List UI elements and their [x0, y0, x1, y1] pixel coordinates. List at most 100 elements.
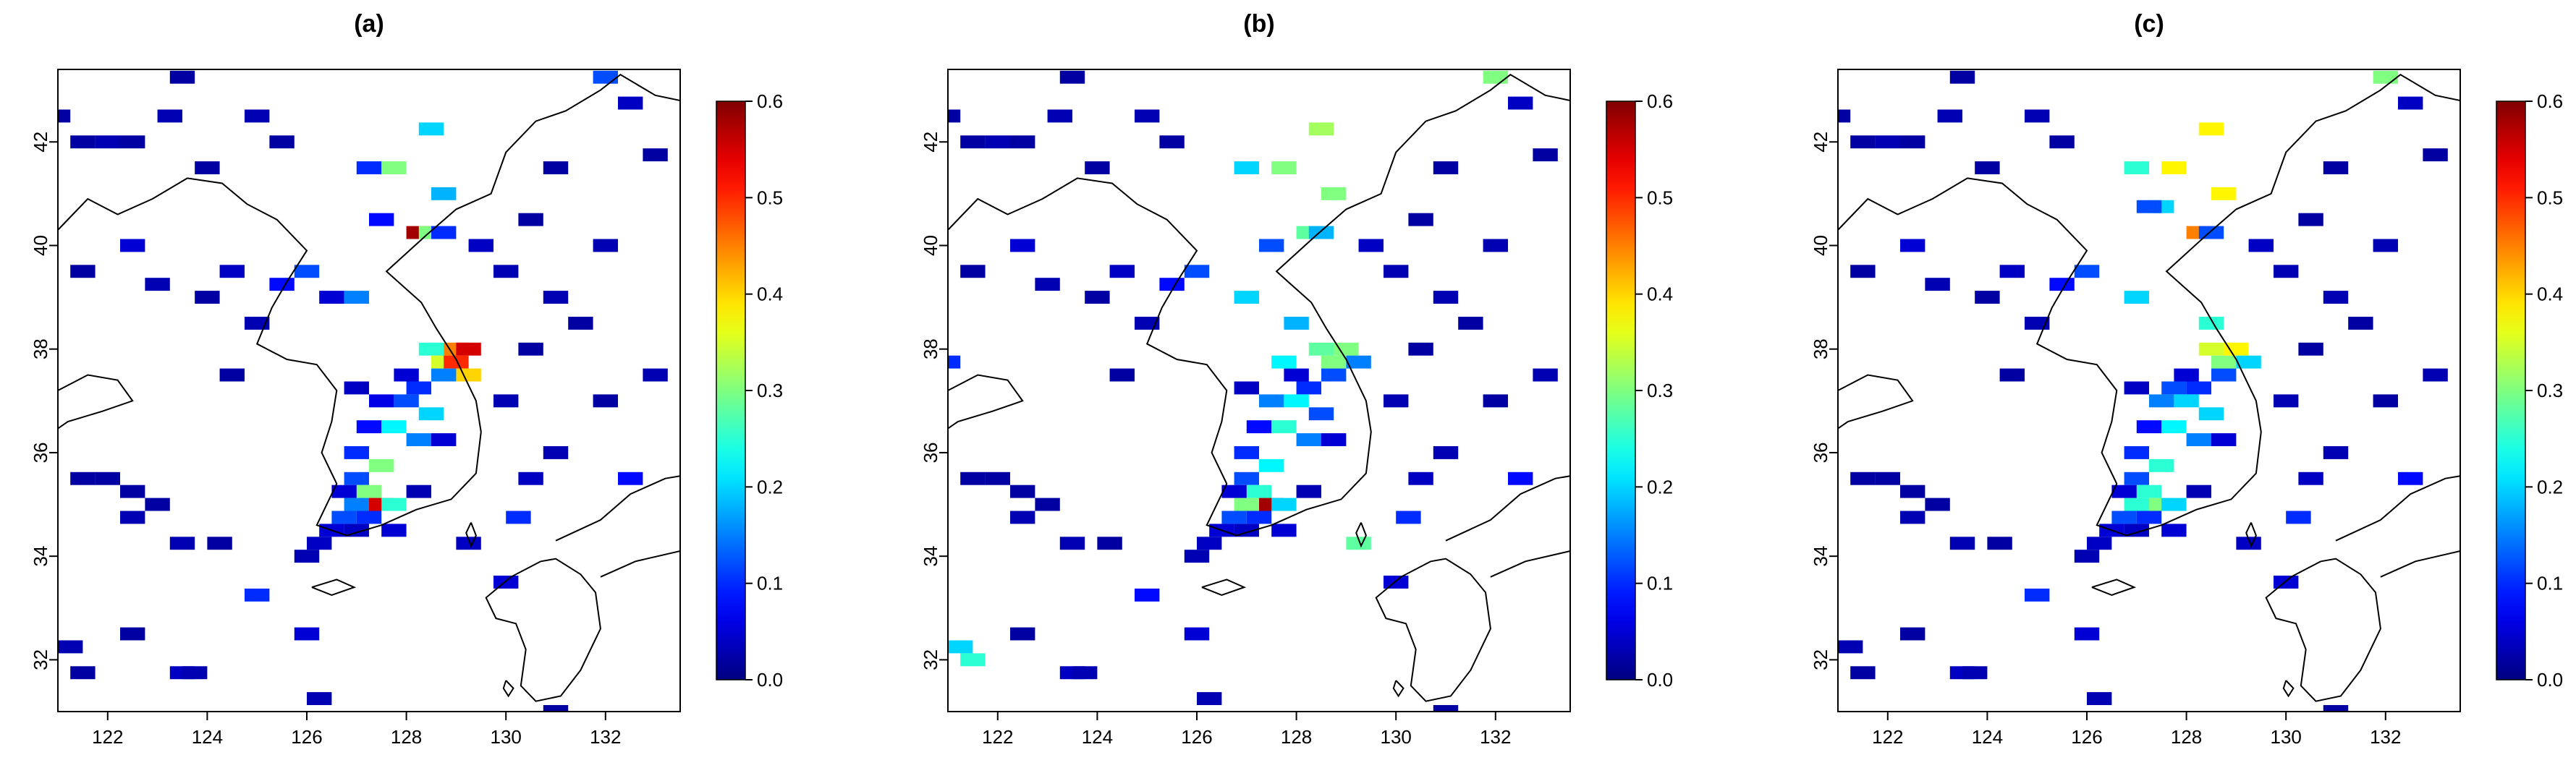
heat-cell: [1234, 446, 1259, 459]
heat-cell: [2025, 109, 2050, 123]
heat-cell: [381, 524, 407, 537]
heat-cell: [1271, 355, 1297, 369]
x-tick-label: 130: [1381, 726, 1412, 748]
colorbar-tick-label: 0.2: [2537, 476, 2563, 498]
heat-cell: [1533, 148, 1558, 162]
heat-cell: [195, 291, 220, 304]
heat-cell: [960, 265, 986, 278]
heat-cell: [1109, 265, 1135, 278]
heat-cell: [169, 70, 195, 84]
heat-cell: [618, 96, 643, 110]
heat-cell: [1271, 498, 1297, 511]
x-tick-label: 128: [1281, 726, 1312, 748]
heat-cell: [344, 381, 369, 395]
heat-cell: [2274, 394, 2299, 408]
heat-cell: [2161, 524, 2187, 537]
heat-cell: [2186, 485, 2211, 498]
heat-cell: [1010, 135, 1035, 149]
heat-cell: [1234, 498, 1259, 511]
heat-cell: [543, 161, 569, 174]
heat-cell: [2323, 161, 2349, 174]
y-tick-label: 38: [30, 338, 51, 359]
heat-cell: [2161, 161, 2187, 174]
heat-cell: [1321, 355, 1347, 369]
heat-cell: [1900, 485, 1925, 498]
coastline: [1201, 579, 1247, 596]
heat-cell: [643, 368, 668, 382]
heat-cell: [431, 433, 457, 446]
heat-cell: [2398, 471, 2423, 485]
heat-cell: [169, 537, 195, 550]
x-tick-label: 130: [2271, 726, 2302, 748]
heat-cell: [1850, 135, 1876, 149]
heat-cell: [960, 135, 986, 149]
y-tick-label: 40: [1810, 235, 1831, 256]
heat-cell: [1508, 471, 1533, 485]
heat-cell: [120, 239, 145, 252]
heat-cell: [1259, 239, 1284, 252]
heat-cell: [120, 511, 145, 524]
heat-cell: [356, 420, 382, 434]
colorbar-tick-label: 0.4: [2537, 283, 2563, 305]
coastline: [2265, 558, 2381, 702]
heat-cell: [1987, 537, 2012, 550]
x-tick-label: 124: [192, 726, 223, 748]
plot-area-3: [1838, 70, 2460, 712]
heat-cell: [2161, 381, 2187, 395]
x-tick-label: 132: [1480, 726, 1511, 748]
panel-title: (b): [1243, 10, 1274, 38]
heat-cell: [2274, 576, 2299, 589]
coastline: [1490, 550, 1570, 578]
heat-cell: [2198, 407, 2224, 421]
heat-cell: [2298, 342, 2323, 356]
coastline: [2091, 579, 2137, 596]
heat-cell: [1010, 511, 1035, 524]
plot-area-1: [58, 70, 680, 712]
y-tick-label: 34: [920, 546, 941, 567]
heat-cell: [1246, 485, 1272, 498]
heat-cell: [1184, 265, 1210, 278]
heat-cell: [1408, 213, 1433, 226]
heat-cell: [70, 666, 96, 680]
heat-cell: [406, 433, 431, 446]
x-tick-label: 124: [1972, 726, 2003, 748]
heat-cell: [985, 135, 1010, 149]
heat-cell: [1085, 291, 1110, 304]
heat-cell: [1271, 161, 1297, 174]
heat-cell: [1483, 70, 1508, 84]
heat-cell: [331, 511, 357, 524]
coastline: [948, 73, 1570, 537]
coastline: [1445, 475, 1570, 542]
heat-cell: [219, 368, 245, 382]
heat-cell: [960, 471, 986, 485]
heat-cell: [1296, 485, 1321, 498]
heat-cell: [2025, 588, 2050, 602]
heat-cell: [307, 537, 332, 550]
heat-cell: [1308, 407, 1334, 421]
heat-cell: [1234, 471, 1259, 485]
heat-cell: [95, 471, 120, 485]
heat-cell: [394, 368, 419, 382]
heat-cell: [2186, 433, 2211, 446]
heat-cell: [120, 135, 145, 149]
heat-cell: [1059, 70, 1085, 84]
heat-cell: [369, 394, 394, 408]
x-tick-label: 128: [2171, 726, 2202, 748]
y-tick-label: 32: [30, 649, 51, 670]
colorbar-tick-label: 0.5: [757, 187, 783, 208]
heat-cell: [1246, 511, 1272, 524]
colorbar-tick-label: 0.6: [757, 90, 783, 112]
heat-cell: [2298, 471, 2323, 485]
colorbar-tick-label: 0.6: [1647, 90, 1673, 112]
heat-cell: [1308, 342, 1334, 356]
y-tick-label: 36: [1810, 442, 1831, 463]
coastline: [948, 374, 1024, 430]
heat-cell: [948, 640, 973, 654]
colorbar: [2496, 101, 2526, 680]
heat-cell: [1284, 317, 1309, 330]
heat-cell: [2049, 278, 2075, 291]
heat-cell: [1097, 537, 1122, 550]
coastline: [2282, 680, 2295, 698]
coastline: [58, 374, 134, 430]
heat-cell: [1875, 135, 1900, 149]
